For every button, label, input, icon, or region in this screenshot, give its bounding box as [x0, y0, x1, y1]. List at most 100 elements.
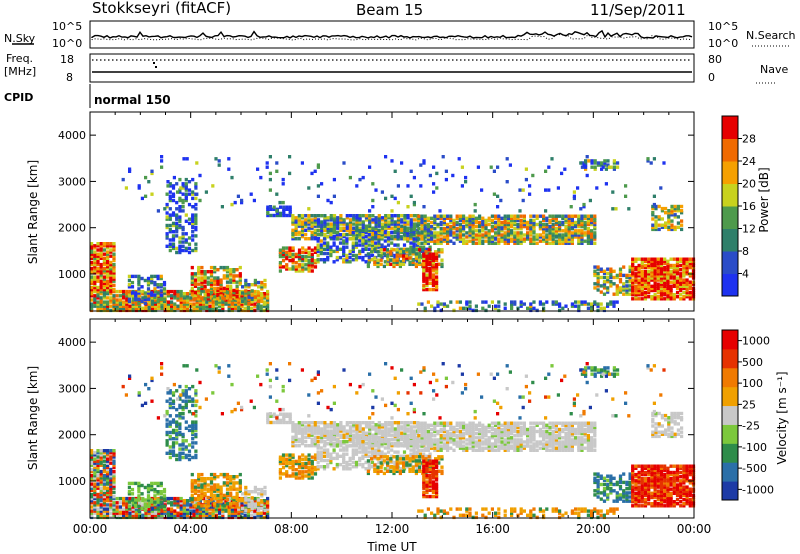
power-cell [628, 292, 632, 296]
power-cell [250, 297, 254, 301]
power-cell [115, 308, 119, 313]
velocity-cell [213, 472, 217, 477]
power-cell [400, 230, 404, 235]
power-cell [657, 223, 661, 227]
power-cell [551, 224, 555, 229]
power-cell [156, 274, 160, 279]
power-cell [415, 235, 419, 239]
power-cell [506, 220, 510, 225]
power-cell [424, 252, 428, 256]
power-cell [409, 224, 413, 228]
power-cell [481, 229, 485, 233]
velocity-cell [178, 395, 182, 399]
power-cell [593, 231, 597, 235]
power-cell [178, 205, 182, 209]
power-cell [650, 274, 654, 278]
velocity-cell [195, 515, 199, 520]
power-cell [426, 231, 430, 235]
power-cell [90, 275, 94, 279]
power-cell [371, 230, 375, 235]
power-cell [342, 222, 346, 226]
power-cell [329, 222, 333, 226]
power-cell [408, 262, 412, 266]
power-cell [102, 252, 106, 256]
power-cell [225, 270, 230, 274]
velocity-cell [304, 470, 308, 474]
power-cell [168, 198, 172, 203]
power-cell [127, 278, 131, 283]
power-cell [430, 235, 434, 239]
power-cell [518, 209, 522, 213]
power-cell [387, 220, 391, 224]
power-cell [400, 226, 404, 230]
power-cell [433, 218, 437, 223]
power-cell [529, 229, 533, 233]
power-cell [171, 184, 176, 188]
power-cell [191, 190, 195, 194]
power-cell [631, 270, 635, 274]
power-cell [253, 289, 257, 294]
power-cell [225, 295, 230, 299]
power-cell [522, 224, 526, 229]
power-cell [106, 267, 110, 271]
velocity-cell [291, 468, 295, 472]
power-cell [99, 300, 103, 304]
velocity-cell [285, 457, 289, 461]
power-cell [567, 218, 571, 223]
power-cell [122, 304, 126, 308]
power-cell [194, 225, 198, 230]
velocity-cell [195, 513, 199, 517]
power-cell [666, 263, 670, 268]
power-cell [175, 207, 179, 211]
power-cell [396, 243, 400, 247]
power-cell [513, 300, 517, 304]
power-cell [90, 244, 94, 248]
power-cell [558, 224, 562, 229]
power-cell [371, 220, 375, 224]
power-cell [526, 306, 530, 310]
power-cell [178, 188, 182, 192]
power-cell [398, 262, 402, 266]
power-cell [358, 177, 362, 182]
velocity-cell [272, 414, 276, 418]
power-cell [257, 299, 261, 304]
power-cell [587, 159, 591, 163]
power-cell [436, 239, 440, 243]
power-cell [439, 231, 443, 235]
power-cell [146, 297, 151, 301]
power-cell [240, 198, 244, 203]
power-cell [643, 270, 648, 274]
power-cell [669, 272, 673, 276]
power-cell [247, 295, 251, 299]
power-cell [176, 306, 180, 310]
velocity-cell [209, 491, 214, 495]
power-cell [458, 229, 462, 233]
power-cell [628, 265, 632, 269]
power-cell [319, 251, 323, 256]
power-cell [577, 306, 581, 310]
power-cell [538, 235, 542, 239]
velocity-cell [297, 437, 301, 442]
power-cell [554, 227, 558, 231]
power-cell [628, 275, 632, 280]
power-cell [682, 297, 686, 301]
power-cell [422, 273, 426, 277]
power-cell [237, 304, 241, 308]
power-cell [191, 223, 195, 228]
power-cell [612, 292, 616, 296]
power-cell [643, 276, 648, 280]
power-cell [194, 213, 198, 217]
velocity-cell [260, 490, 264, 494]
power-cell [428, 271, 432, 275]
power-cell [358, 234, 362, 239]
power-cell [664, 223, 668, 227]
power-cell [567, 233, 571, 237]
power-cell [656, 288, 660, 293]
power-cell [358, 222, 362, 226]
power-cell [93, 296, 97, 300]
power-cell [570, 239, 574, 243]
velocity-cell [160, 513, 164, 517]
power-cell [500, 227, 504, 231]
power-cell [422, 265, 426, 269]
power-cell [462, 233, 466, 237]
